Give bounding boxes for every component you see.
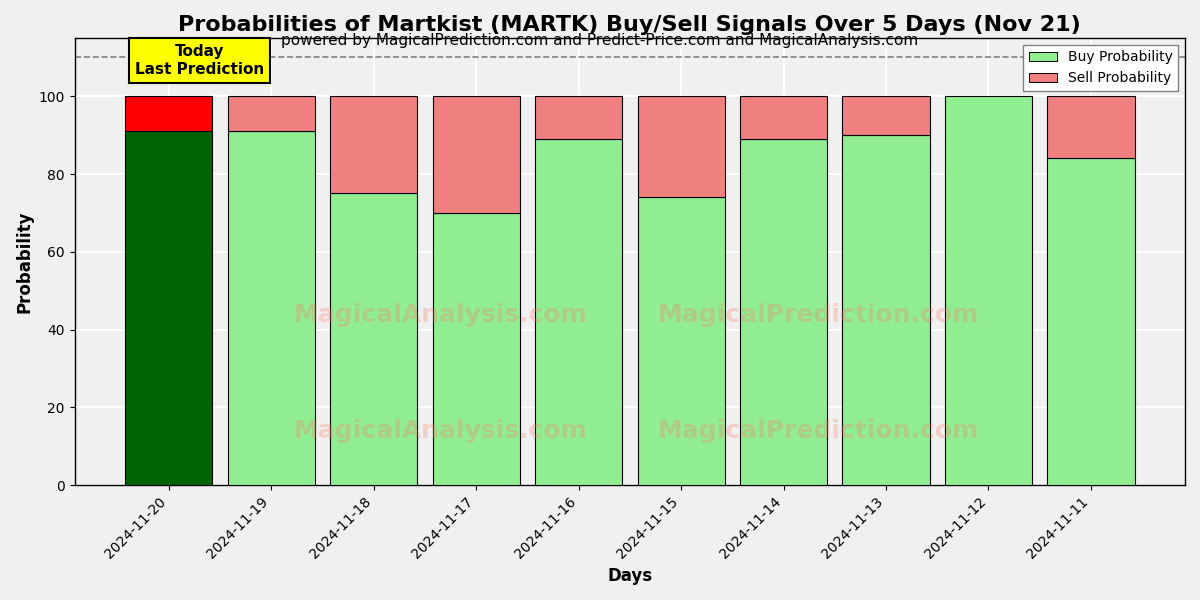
Bar (535, 96, 622, 139)
Text: MagicalPrediction.com: MagicalPrediction.com (658, 419, 979, 443)
Bar (637, 197, 725, 485)
Bar (330, 96, 418, 193)
Text: powered by MagicalPrediction.com and Predict-Price.com and MagicalAnalysis.com: powered by MagicalPrediction.com and Pre… (281, 33, 919, 48)
Bar (432, 213, 520, 485)
Y-axis label: Probability: Probability (16, 210, 34, 313)
Bar (842, 96, 930, 135)
Text: MagicalPrediction.com: MagicalPrediction.com (658, 303, 979, 327)
Legend: Buy Probability, Sell Probability: Buy Probability, Sell Probability (1024, 45, 1178, 91)
Bar (1048, 96, 1134, 158)
Bar (740, 96, 827, 139)
Bar (1048, 158, 1134, 485)
Text: MagicalAnalysis.com: MagicalAnalysis.com (294, 303, 588, 327)
Bar (842, 135, 930, 485)
Bar (125, 131, 212, 485)
Bar (330, 193, 418, 485)
Bar (740, 139, 827, 485)
Text: MagicalAnalysis.com: MagicalAnalysis.com (294, 419, 588, 443)
Bar (944, 96, 1032, 485)
Bar (228, 131, 314, 485)
Bar (535, 139, 622, 485)
Title: Probabilities of Martkist (MARTK) Buy/Sell Signals Over 5 Days (Nov 21): Probabilities of Martkist (MARTK) Buy/Se… (179, 15, 1081, 35)
Bar (125, 96, 212, 131)
Bar (432, 96, 520, 213)
Bar (228, 96, 314, 131)
X-axis label: Days: Days (607, 567, 653, 585)
Bar (637, 96, 725, 197)
Text: Today
Last Prediction: Today Last Prediction (134, 44, 264, 77)
